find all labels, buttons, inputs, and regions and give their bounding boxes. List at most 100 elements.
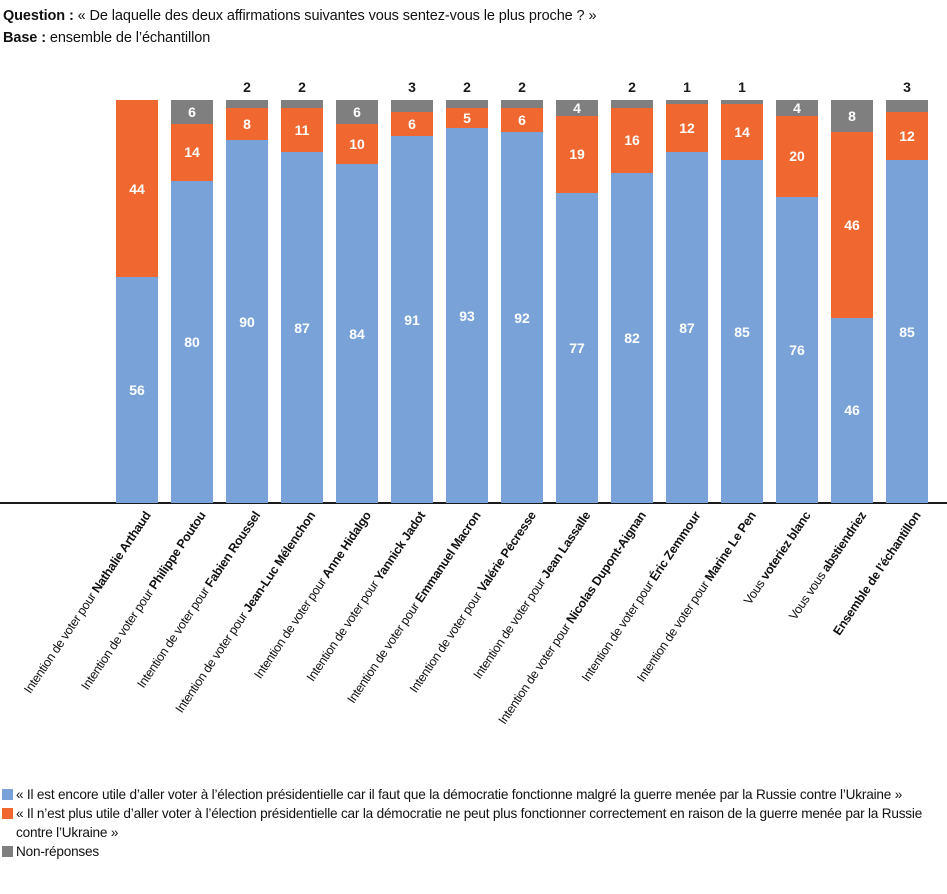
bar-value-label: 4 xyxy=(793,100,801,117)
bar-value-label: 85 xyxy=(734,323,750,340)
bar-value-label: 84 xyxy=(349,325,365,342)
bar-segment-gray xyxy=(666,100,708,105)
legend-label: « Il n’est plus utile d’aller voter à l’… xyxy=(16,806,923,840)
bar-segment-blue xyxy=(611,172,653,503)
bar-value-label: 46 xyxy=(844,216,860,233)
question-text: « De laquelle des deux affirmations suiv… xyxy=(73,8,597,24)
bar-segment-orange xyxy=(226,108,268,141)
bar-value-label: 87 xyxy=(294,319,310,336)
bar-value-label: 46 xyxy=(844,402,860,419)
bar-segment-gray xyxy=(336,100,378,125)
bar-segment-blue xyxy=(226,140,268,503)
bar-value-above: 1 xyxy=(683,79,691,95)
x-axis-label: Intention de voter pour Jean Lassalle xyxy=(470,509,594,682)
bar-value-label: 8 xyxy=(848,108,856,125)
bar-segment-orange xyxy=(556,116,598,193)
bar-value-label: 12 xyxy=(899,128,915,145)
bar-segment-orange xyxy=(831,132,873,318)
bar-value-label: 14 xyxy=(184,144,200,161)
bar-segment-orange xyxy=(171,124,213,181)
base-label: Base : xyxy=(3,30,46,46)
x-axis-label: Intention de voter pour Marine Le Pen xyxy=(633,509,759,685)
legend-swatch-gray xyxy=(2,846,13,857)
bar-segment-orange xyxy=(391,112,433,137)
bar-value-label: 76 xyxy=(789,341,805,358)
bar-value-label: 90 xyxy=(239,313,255,330)
bar-segment-orange xyxy=(666,104,708,153)
bar-value-label: 4 xyxy=(573,100,581,117)
bar-value-label: 19 xyxy=(569,146,585,163)
bar-value-label: 93 xyxy=(459,307,475,324)
legend-label: Non-réponses xyxy=(16,844,99,859)
bar-segment-blue xyxy=(556,192,598,503)
bar-value-label: 91 xyxy=(404,311,420,328)
bar-value-above: 2 xyxy=(243,79,251,95)
bar-value-label: 77 xyxy=(569,339,585,356)
bar-segment-orange xyxy=(501,108,543,133)
bar-segment-orange xyxy=(336,124,378,165)
bar-segment-orange xyxy=(886,112,928,161)
bar-value-label: 10 xyxy=(349,136,365,153)
question-line: Question : « De laquelle des deux affirm… xyxy=(3,5,597,27)
bar-value-label: 82 xyxy=(624,329,640,346)
base-line: Base : ensemble de l’échantillon xyxy=(3,27,596,49)
bar-segment-gray xyxy=(171,100,213,125)
bar-segment-gray xyxy=(501,100,543,109)
bar-value-label: 6 xyxy=(518,112,526,129)
bar-segment-blue xyxy=(776,196,818,503)
bar-value-label: 5 xyxy=(463,110,471,127)
bar-segment-blue xyxy=(391,136,433,503)
bar-segment-blue xyxy=(886,160,928,503)
bar-value-label: 44 xyxy=(129,180,145,197)
bar-segment-gray xyxy=(281,100,323,109)
bar-value-above: 3 xyxy=(903,79,911,95)
bar-value-label: 11 xyxy=(294,122,310,139)
bar-value-label: 12 xyxy=(679,120,695,137)
bar-value-label: 6 xyxy=(408,116,416,133)
bar-segment-orange xyxy=(611,108,653,173)
bar-value-above: 2 xyxy=(463,79,471,95)
bar-segment-gray xyxy=(556,100,598,117)
question-label: Question : xyxy=(3,8,74,24)
bar-value-label: 85 xyxy=(899,323,915,340)
bar-segment-blue xyxy=(116,277,158,503)
bar-value-label: 56 xyxy=(129,382,145,399)
bar-value-label: 87 xyxy=(679,319,695,336)
bar-value-label: 16 xyxy=(624,132,640,149)
bar-segment-gray xyxy=(886,100,928,113)
bar-segment-blue xyxy=(171,180,213,503)
bar-segment-gray xyxy=(721,100,763,105)
x-axis-label: Intention de voter pour Éric Zemmour xyxy=(579,509,704,685)
bar-value-above: 2 xyxy=(518,79,526,95)
bar-value-label: 80 xyxy=(184,333,200,350)
x-axis-line xyxy=(0,502,947,504)
bar-segment-gray xyxy=(391,100,433,113)
bar-segment-orange xyxy=(446,108,488,129)
bar-value-label: 6 xyxy=(188,104,196,121)
bar-segment-blue xyxy=(281,152,323,503)
bar-value-above: 2 xyxy=(298,79,306,95)
bar-segment-orange xyxy=(281,108,323,153)
bar-value-above: 3 xyxy=(408,79,416,95)
bar-segment-orange xyxy=(776,116,818,197)
bar-segment-orange xyxy=(116,100,158,278)
bar-segment-blue xyxy=(721,160,763,503)
bar-value-label: 92 xyxy=(514,309,530,326)
x-axis-label: Intention de voter pour Anne Hidalgo xyxy=(251,509,374,682)
chart-header: Question : « De laquelle des deux affirm… xyxy=(3,5,597,49)
bar-value-label: 14 xyxy=(734,124,750,141)
bar-segment-gray xyxy=(831,100,873,133)
bar-value-label: 20 xyxy=(789,148,805,165)
bar-segment-gray xyxy=(611,100,653,109)
bar-value-above: 2 xyxy=(628,79,636,95)
legend-swatch-blue xyxy=(2,789,13,800)
bar-value-label: 6 xyxy=(353,104,361,121)
bar-segment-blue xyxy=(666,152,708,503)
bar-segment-gray xyxy=(776,100,818,117)
bar-segment-blue xyxy=(336,164,378,503)
bar-segment-gray xyxy=(226,100,268,109)
legend-label: « Il est encore utile d’aller voter à l’… xyxy=(16,787,903,802)
bar-segment-gray xyxy=(446,100,488,109)
stacked-bar-chart: 56 44 Intention de voter pour Nathalie Art… xyxy=(0,79,947,727)
